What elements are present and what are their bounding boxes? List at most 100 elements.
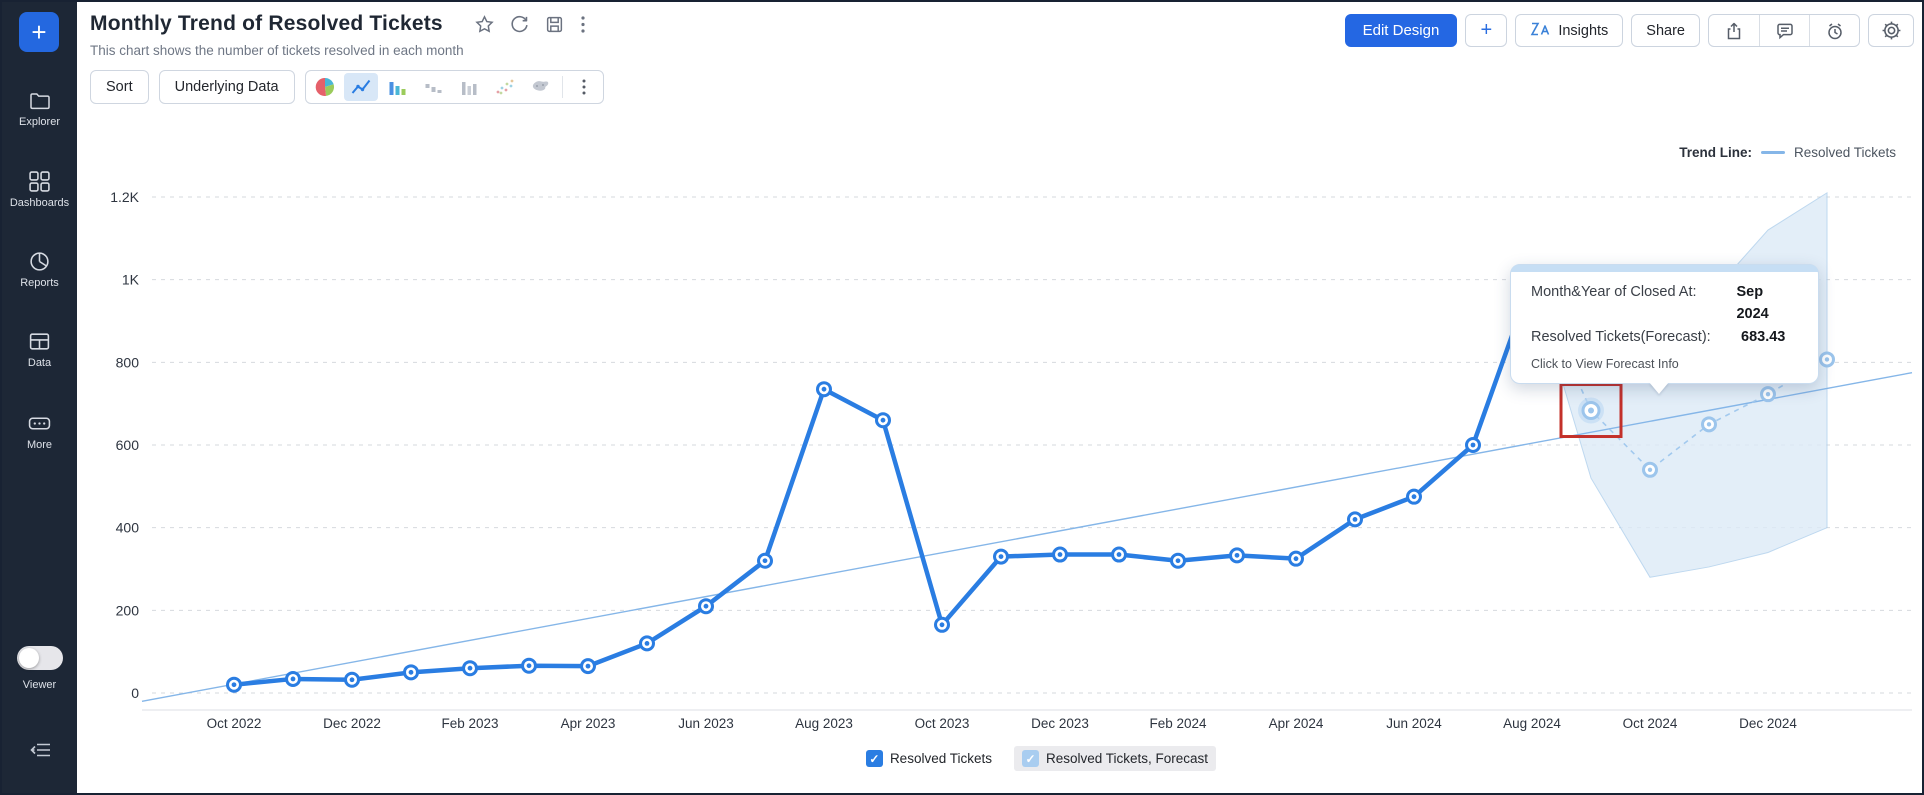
save-icon[interactable] bbox=[545, 15, 564, 34]
y-axis-tick: 600 bbox=[116, 437, 140, 453]
checkbox-checked-icon[interactable]: ✓ bbox=[865, 750, 883, 767]
data-point-dot bbox=[1116, 552, 1122, 557]
collapse-sidebar-icon[interactable] bbox=[2, 740, 77, 763]
data-point-dot bbox=[290, 676, 296, 682]
x-axis-tick: Oct 2024 bbox=[1623, 716, 1678, 731]
data-point-dot bbox=[821, 386, 827, 392]
forecast-point-dot bbox=[1824, 357, 1830, 362]
y-axis-tick: 1.2K bbox=[110, 189, 139, 205]
tooltip-footer-hint[interactable]: Click to View Forecast Info bbox=[1531, 357, 1679, 372]
header-icon-group bbox=[1708, 14, 1860, 47]
data-point-dot bbox=[1411, 494, 1417, 500]
x-axis-tick: Feb 2024 bbox=[1149, 716, 1207, 731]
sidebar-item-label: Data bbox=[27, 357, 52, 369]
bar-chart-gray-icon[interactable] bbox=[416, 73, 450, 101]
line-chart-icon[interactable] bbox=[343, 73, 378, 101]
bar-chart-alt-icon[interactable] bbox=[452, 73, 486, 101]
highlight-red-box[interactable] bbox=[1559, 383, 1623, 439]
data-point-dot bbox=[349, 677, 355, 683]
sidebar-item-label: Explorer bbox=[19, 116, 60, 128]
checkbox-checked-icon[interactable]: ✓ bbox=[1021, 750, 1039, 767]
viewer-label: Viewer bbox=[22, 679, 57, 691]
add-button[interactable]: + bbox=[1465, 14, 1508, 47]
data-point-dot bbox=[762, 558, 768, 564]
legend-label: Resolved Tickets bbox=[889, 751, 992, 766]
data-point-dot bbox=[408, 669, 414, 675]
tooltip-month-value: Sep 2024 bbox=[1736, 284, 1769, 323]
pie-chart-icon[interactable] bbox=[308, 73, 342, 101]
toolbar-divider bbox=[561, 76, 563, 98]
forecast-point-dot bbox=[1588, 407, 1594, 414]
page-title: Monthly Trend of Resolved Tickets bbox=[90, 12, 443, 35]
x-axis-tick: Dec 2023 bbox=[1031, 716, 1089, 731]
sidebar-item-label: Reports bbox=[20, 277, 59, 289]
comment-icon[interactable] bbox=[1759, 15, 1809, 46]
sidebar: + Explorer Dashboards bbox=[2, 2, 77, 793]
x-axis-tick: Oct 2022 bbox=[207, 716, 262, 731]
y-axis-tick: 1K bbox=[122, 272, 140, 288]
map-chart-icon[interactable] bbox=[524, 73, 558, 101]
forecast-line bbox=[1531, 279, 1828, 471]
tooltip-forecast-value: 683.43 bbox=[1741, 328, 1786, 345]
data-point-dot bbox=[1352, 517, 1358, 522]
data-point-dot bbox=[880, 417, 886, 423]
legend-item-resolved-tickets[interactable]: ✓ Resolved Tickets bbox=[858, 746, 1000, 771]
share-button[interactable]: Share bbox=[1631, 14, 1700, 47]
data-point-dot bbox=[1175, 558, 1181, 564]
refresh-icon[interactable] bbox=[510, 15, 529, 34]
tooltip-forecast-label: Resolved Tickets(Forecast): bbox=[1531, 328, 1711, 345]
pie-report-icon bbox=[2, 250, 77, 273]
y-axis-tick: 800 bbox=[116, 354, 140, 370]
sidebar-item-label: More bbox=[26, 439, 53, 451]
data-point-dot bbox=[1234, 552, 1240, 558]
data-point-dot bbox=[939, 622, 945, 628]
trend-chart[interactable]: 0 200 400 600 800 1K 1.2K Oct 2022 Dec 2022 Feb 2… bbox=[77, 110, 1924, 750]
trend-line-swatch bbox=[1760, 151, 1785, 154]
data-point-dot bbox=[703, 603, 709, 609]
x-axis-tick: Jun 2024 bbox=[1386, 716, 1442, 731]
data-point-dot bbox=[585, 663, 591, 669]
zia-insights-icon bbox=[1530, 21, 1552, 41]
data-point-dot bbox=[1057, 552, 1063, 557]
scatter-chart-icon[interactable] bbox=[488, 73, 522, 101]
x-axis-tick: Dec 2024 bbox=[1739, 716, 1797, 731]
bar-chart-icon[interactable] bbox=[380, 73, 414, 101]
chart-toolbar: Sort Underlying Data bbox=[90, 70, 604, 104]
star-icon[interactable] bbox=[475, 14, 494, 34]
sidebar-item-dashboards[interactable]: Dashboards bbox=[2, 170, 77, 209]
sidebar-item-explorer[interactable]: Explorer bbox=[2, 90, 77, 128]
gear-icon[interactable] bbox=[1868, 14, 1914, 47]
data-point-dot bbox=[231, 682, 237, 688]
sidebar-item-more[interactable]: More bbox=[2, 412, 77, 451]
data-point-dot bbox=[998, 554, 1004, 560]
sidebar-item-data[interactable]: Data bbox=[2, 330, 77, 369]
folder-icon bbox=[2, 90, 77, 112]
tooltip-accent-strip bbox=[1511, 265, 1818, 272]
underlying-data-button[interactable]: Underlying Data bbox=[158, 70, 295, 104]
trend-line-legend: Trend Line: Resolved Tickets bbox=[1679, 145, 1896, 160]
forecast-point-dot bbox=[1765, 391, 1771, 397]
alarm-icon[interactable] bbox=[1809, 15, 1859, 46]
resolved-tickets-line bbox=[231, 277, 1535, 687]
legend-item-forecast[interactable]: ✓ Resolved Tickets, Forecast bbox=[1013, 746, 1217, 771]
sidebar-item-reports[interactable]: Reports bbox=[2, 250, 77, 289]
sidebar-item-label: Dashboards bbox=[9, 197, 70, 209]
edit-design-button[interactable]: Edit Design bbox=[1344, 14, 1458, 47]
trend-line-series: Resolved Tickets bbox=[1793, 145, 1896, 160]
forecast-tooltip: Month&Year of Closed At: Sep 2024 Resolv… bbox=[1510, 264, 1819, 395]
viewer-toggle[interactable] bbox=[16, 646, 63, 670]
kebab-menu-icon[interactable] bbox=[580, 15, 586, 34]
export-icon[interactable] bbox=[1709, 15, 1759, 46]
series-legend: ✓ Resolved Tickets ✓ Resolved Tickets, F… bbox=[152, 746, 1922, 771]
toggle-knob bbox=[18, 648, 39, 668]
create-new-button[interactable]: + bbox=[19, 12, 59, 52]
sort-button[interactable]: Sort bbox=[90, 70, 149, 104]
data-point-dot bbox=[467, 665, 473, 671]
kebab-menu-icon[interactable] bbox=[567, 73, 601, 101]
data-point-dot bbox=[644, 641, 650, 646]
x-axis-tick: Jun 2023 bbox=[678, 716, 734, 731]
insights-button[interactable]: Insights bbox=[1515, 14, 1624, 47]
insights-label: Insights bbox=[1558, 22, 1609, 39]
data-point-dot bbox=[526, 663, 532, 669]
